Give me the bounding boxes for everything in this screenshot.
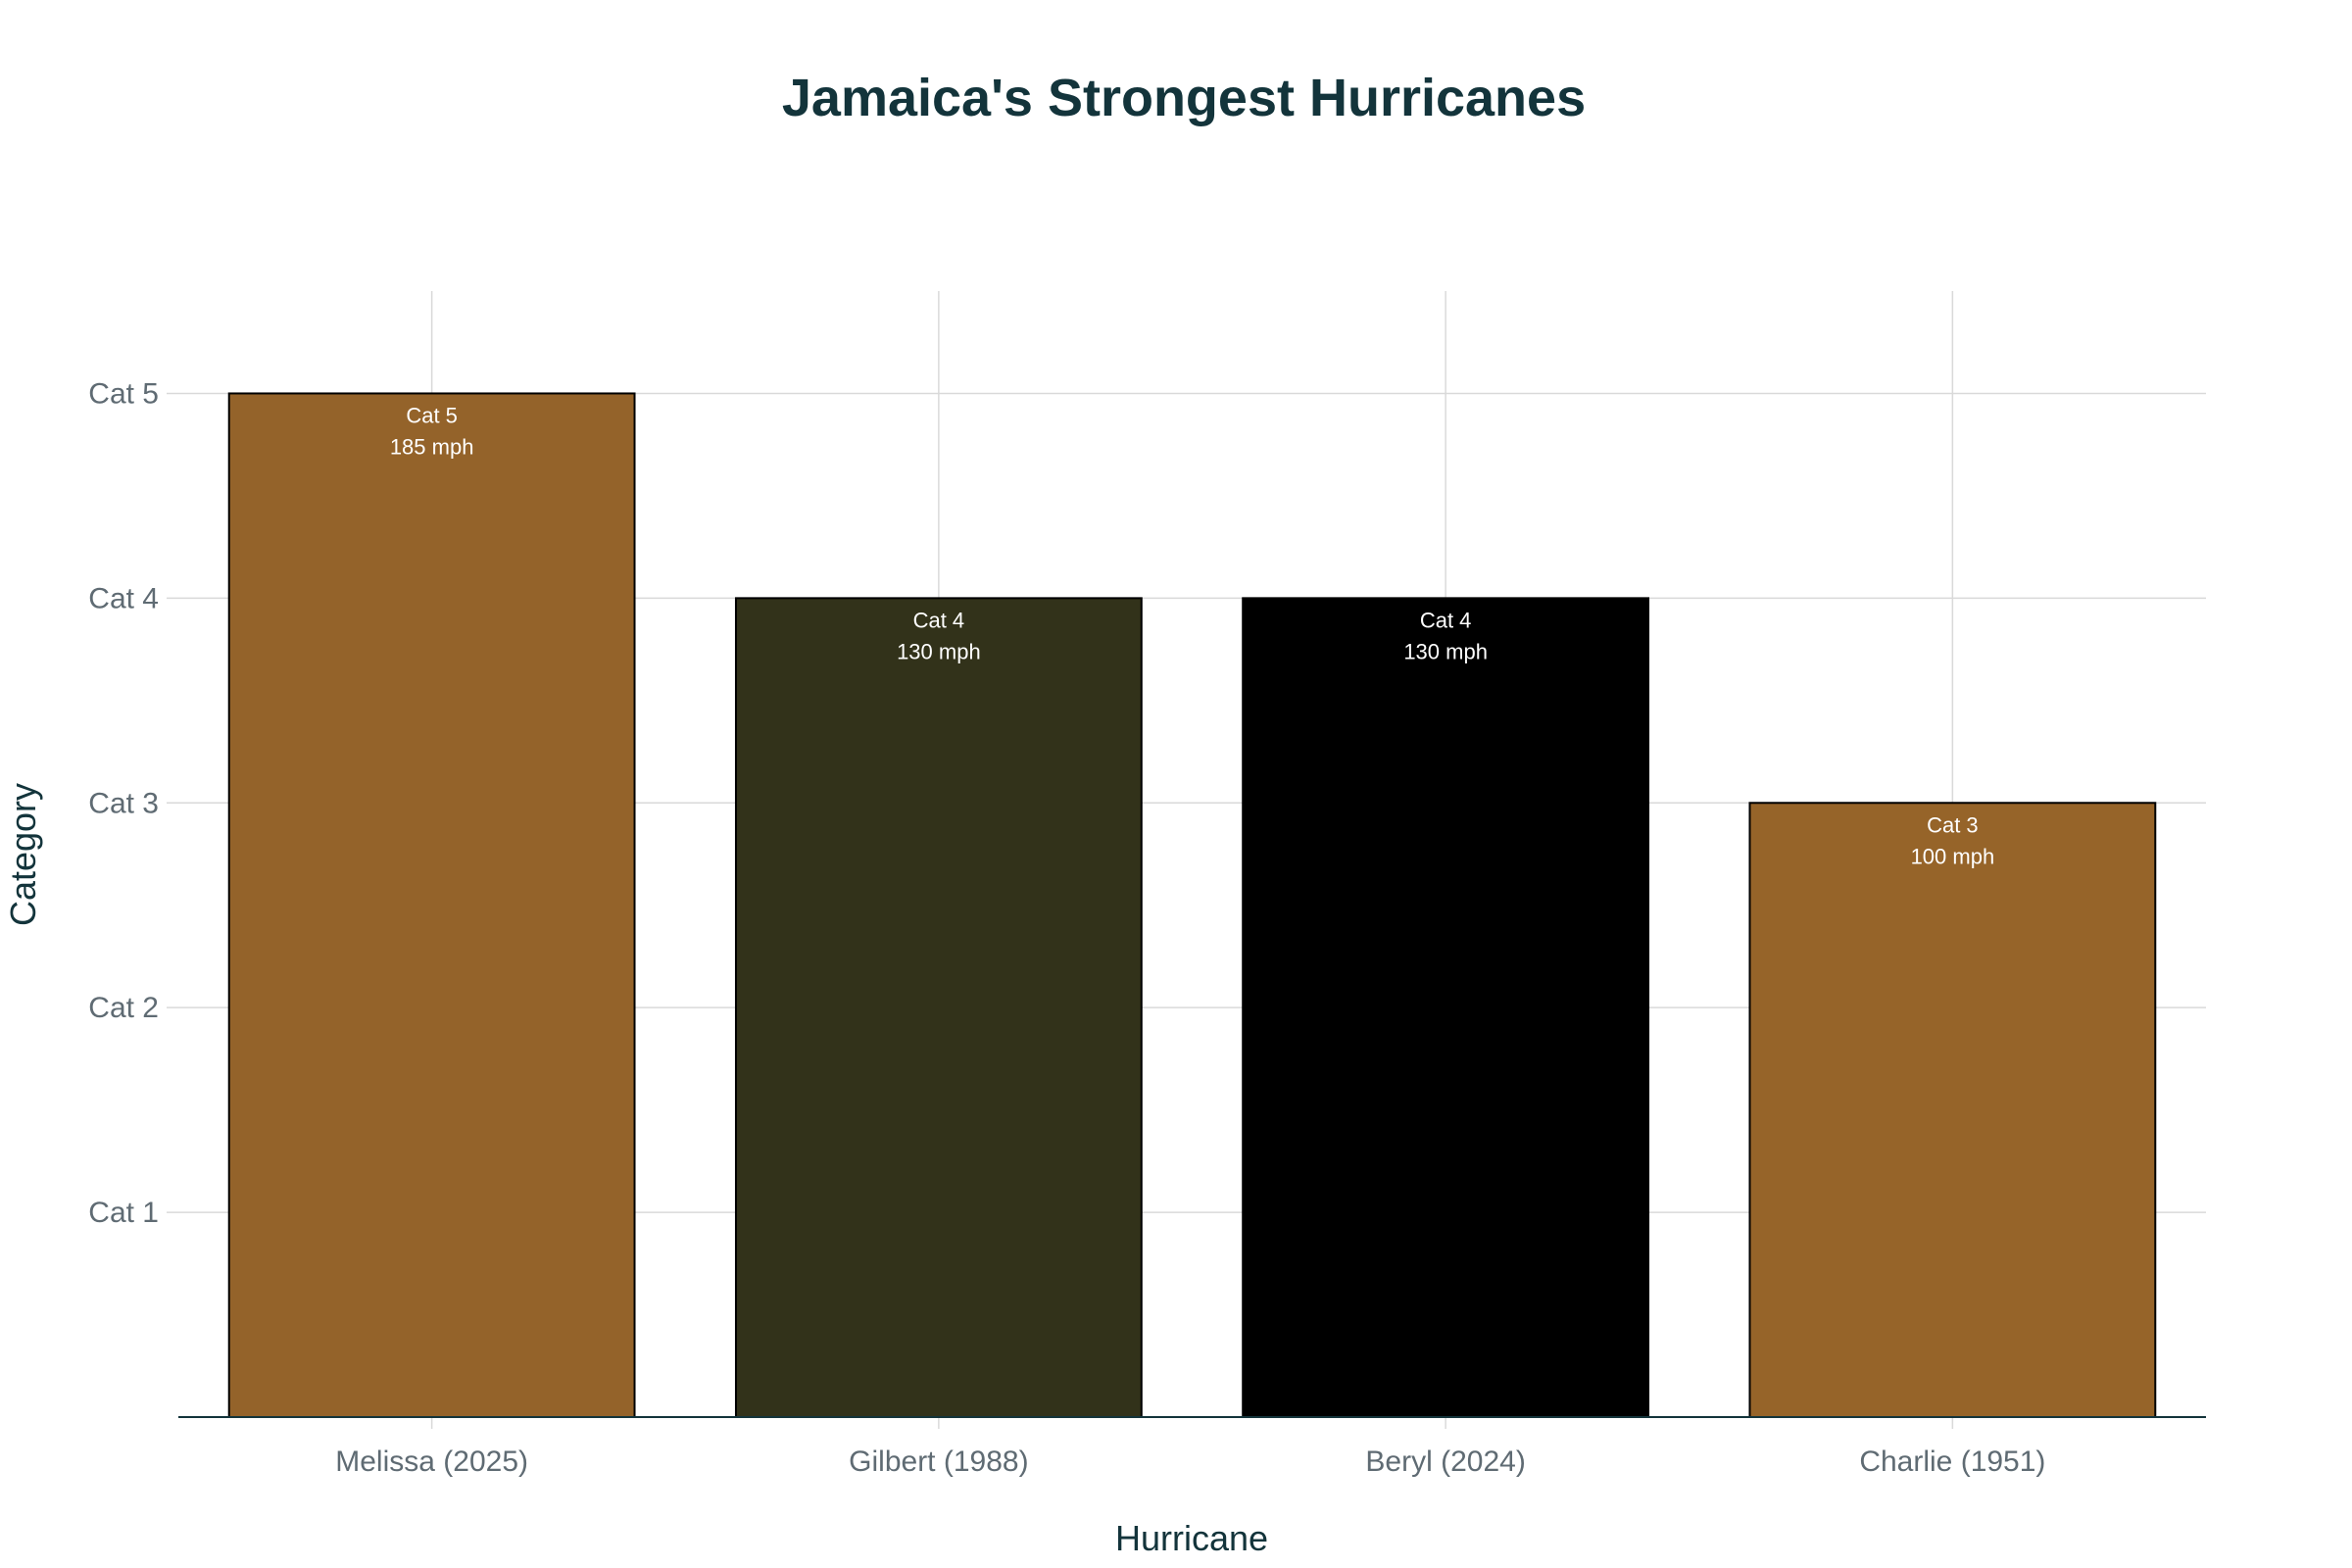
- y-tick-label: Cat 3: [88, 787, 159, 819]
- bar[interactable]: [734, 597, 1143, 1418]
- x-axis-title: Hurricane: [1115, 1518, 1268, 1558]
- x-tick-label: Charlie (1951): [1859, 1446, 2045, 1478]
- chart-title: Jamaica's Strongest Hurricanes: [782, 69, 1586, 127]
- y-tick-label: Cat 2: [88, 992, 159, 1024]
- y-axis-title: Category: [3, 783, 43, 926]
- y-tick-label: Cat 4: [88, 582, 159, 614]
- bar-data-label: 185 mph: [390, 434, 474, 459]
- bar-data-label: Cat 3: [1927, 812, 1979, 837]
- bar-data-label: 130 mph: [897, 639, 981, 663]
- bar-labels: Cat 5 185 mph Cat 4 130 mph Cat 4 130 mph Cat …: [390, 403, 1994, 868]
- bar[interactable]: [227, 392, 636, 1418]
- bar-data-label: 100 mph: [1911, 844, 1995, 868]
- bar-data-label: 130 mph: [1403, 639, 1488, 663]
- bar-data-label: Cat 5: [406, 403, 458, 427]
- bar-data-label: Cat 4: [913, 608, 965, 632]
- x-tick-label: Gilbert (1988): [849, 1446, 1028, 1478]
- y-tick-labels: Cat 1 Cat 2 Cat 3 Cat 4 Cat 5: [88, 377, 159, 1229]
- x-tick-label: Beryl (2024): [1365, 1446, 1525, 1478]
- x-tick-label: Melissa (2025): [335, 1446, 528, 1478]
- x-tick-labels: Melissa (2025) Gilbert (1988) Beryl (2024)…: [335, 1446, 2045, 1478]
- bar[interactable]: [1748, 802, 2157, 1418]
- bar[interactable]: [1242, 597, 1650, 1418]
- y-tick-label: Cat 1: [88, 1197, 159, 1229]
- bars: [227, 392, 2157, 1418]
- y-tick-label: Cat 5: [88, 377, 159, 410]
- bar-data-label: Cat 4: [1420, 608, 1472, 632]
